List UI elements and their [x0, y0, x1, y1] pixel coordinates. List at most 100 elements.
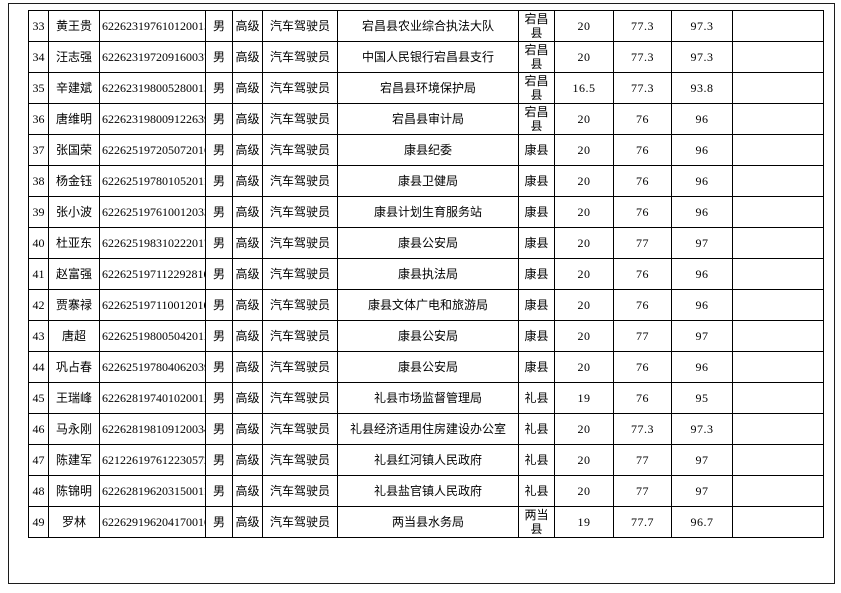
cell-work-unit: 礼县红河镇人民政府: [337, 444, 519, 476]
cell-gender: 男: [205, 41, 233, 73]
cell-level: 高级: [232, 475, 263, 507]
cell-score-1: 19: [554, 506, 614, 538]
cell-county: 两当县: [518, 506, 555, 538]
cell-empty-remark: [732, 258, 824, 290]
cell-score-2: 76: [613, 382, 672, 414]
cell-score-2: 77.7: [613, 506, 672, 538]
cell-name: 杨金钰: [48, 165, 100, 197]
cell-id-number: 622625197110012010: [99, 289, 206, 321]
cell-level: 高级: [232, 72, 263, 104]
cell-gender: 男: [205, 351, 233, 383]
cell-empty-remark: [732, 382, 824, 414]
cell-name: 王瑞峰: [48, 382, 100, 414]
cell-name: 辛建斌: [48, 72, 100, 104]
cell-row-number: 38: [28, 165, 49, 197]
cell-occupation: 汽车驾驶员: [262, 103, 338, 135]
cell-score-1: 20: [554, 196, 614, 228]
cell-gender: 男: [205, 258, 233, 290]
cell-name: 马永刚: [48, 413, 100, 445]
cell-empty-remark: [732, 10, 824, 42]
cell-score-2: 77: [613, 227, 672, 259]
cell-level: 高级: [232, 196, 263, 228]
cell-occupation: 汽车驾驶员: [262, 475, 338, 507]
cell-row-number: 35: [28, 72, 49, 104]
cell-gender: 男: [205, 134, 233, 166]
cell-id-number: 622625197801052011: [99, 165, 206, 197]
cell-score-1: 20: [554, 413, 614, 445]
cell-gender: 男: [205, 382, 233, 414]
cell-county: 宕昌县: [518, 41, 555, 73]
table-row: 35 辛建斌 622623198005280015 男 高级 汽车驾驶员 宕昌县…: [28, 72, 824, 104]
cell-empty-remark: [732, 165, 824, 197]
table-row: 49 罗林 622629196204170010 男 高级 汽车驾驶员 两当县水…: [28, 506, 824, 538]
cell-score-1: 20: [554, 320, 614, 352]
cell-score-3: 96: [671, 351, 733, 383]
cell-empty-remark: [732, 475, 824, 507]
cell-id-number: 622623198009122639: [99, 103, 206, 135]
cell-level: 高级: [232, 134, 263, 166]
cell-row-number: 33: [28, 10, 49, 42]
cell-score-1: 20: [554, 444, 614, 476]
cell-score-1: 20: [554, 258, 614, 290]
cell-score-2: 76: [613, 258, 672, 290]
cell-name: 陈锦明: [48, 475, 100, 507]
cell-score-1: 20: [554, 475, 614, 507]
cell-occupation: 汽车驾驶员: [262, 289, 338, 321]
cell-work-unit: 礼县市场监督管理局: [337, 382, 519, 414]
cell-empty-remark: [732, 227, 824, 259]
cell-occupation: 汽车驾驶员: [262, 413, 338, 445]
cell-level: 高级: [232, 289, 263, 321]
table-row: 41 赵富强 622625197112292810 男 高级 汽车驾驶员 康县执…: [28, 258, 824, 290]
cell-level: 高级: [232, 413, 263, 445]
cell-occupation: 汽车驾驶员: [262, 165, 338, 197]
cell-score-3: 97: [671, 320, 733, 352]
cell-score-3: 96: [671, 134, 733, 166]
cell-empty-remark: [732, 506, 824, 538]
cell-empty-remark: [732, 289, 824, 321]
table-row: 36 唐维明 622623198009122639 男 高级 汽车驾驶员 宕昌县…: [28, 103, 824, 135]
cell-occupation: 汽车驾驶员: [262, 72, 338, 104]
cell-name: 杜亚东: [48, 227, 100, 259]
cell-name: 贾寨禄: [48, 289, 100, 321]
cell-score-2: 77: [613, 444, 672, 476]
cell-work-unit: 康县公安局: [337, 320, 519, 352]
cell-work-unit: 宕昌县审计局: [337, 103, 519, 135]
cell-gender: 男: [205, 10, 233, 42]
records-table: 33 黄王贵 622623197610120015 男 高级 汽车驾驶员 宕昌县…: [28, 10, 824, 538]
cell-score-3: 96: [671, 258, 733, 290]
cell-gender: 男: [205, 103, 233, 135]
table-row: 47 陈建军 621226197612230572 男 高级 汽车驾驶员 礼县红…: [28, 444, 824, 476]
cell-work-unit: 中国人民银行宕昌县支行: [337, 41, 519, 73]
cell-score-1: 20: [554, 10, 614, 42]
cell-score-2: 77.3: [613, 41, 672, 73]
cell-id-number: 622625197205072016: [99, 134, 206, 166]
cell-empty-remark: [732, 72, 824, 104]
cell-score-2: 76: [613, 196, 672, 228]
cell-score-3: 96: [671, 289, 733, 321]
cell-score-3: 97: [671, 227, 733, 259]
cell-score-3: 96: [671, 165, 733, 197]
cell-name: 张小波: [48, 196, 100, 228]
cell-county: 礼县: [518, 413, 555, 445]
cell-gender: 男: [205, 444, 233, 476]
cell-level: 高级: [232, 41, 263, 73]
cell-level: 高级: [232, 165, 263, 197]
cell-score-1: 20: [554, 227, 614, 259]
cell-county: 康县: [518, 165, 555, 197]
cell-gender: 男: [205, 227, 233, 259]
cell-county: 宕昌县: [518, 72, 555, 104]
cell-empty-remark: [732, 320, 824, 352]
cell-score-2: 77.3: [613, 10, 672, 42]
cell-gender: 男: [205, 506, 233, 538]
cell-level: 高级: [232, 258, 263, 290]
cell-score-2: 76: [613, 289, 672, 321]
cell-work-unit: 礼县经济适用住房建设办公室: [337, 413, 519, 445]
cell-row-number: 39: [28, 196, 49, 228]
table-row: 37 张国荣 622625197205072016 男 高级 汽车驾驶员 康县纪…: [28, 134, 824, 166]
cell-row-number: 45: [28, 382, 49, 414]
cell-row-number: 47: [28, 444, 49, 476]
table-row: 39 张小波 622625197610012033 男 高级 汽车驾驶员 康县计…: [28, 196, 824, 228]
cell-work-unit: 康县文体广电和旅游局: [337, 289, 519, 321]
cell-gender: 男: [205, 413, 233, 445]
cell-work-unit: 礼县盐官镇人民政府: [337, 475, 519, 507]
